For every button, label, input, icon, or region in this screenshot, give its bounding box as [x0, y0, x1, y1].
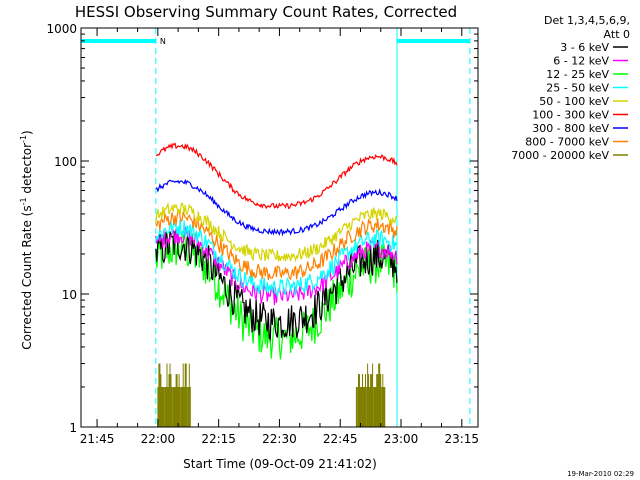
y-tick-label-0: 1 — [69, 421, 77, 435]
series-line-8 — [157, 363, 386, 427]
series-line-3 — [155, 218, 398, 299]
y-tick-label-1: 10 — [62, 288, 77, 302]
x-axis-label: Start Time (09-Oct-09 21:41:02) — [183, 457, 377, 471]
legend-label-3: 25 - 50 keV — [546, 82, 609, 95]
night-flag-label: N — [160, 37, 166, 46]
x-tick-label-4: 22:45 — [323, 432, 358, 446]
x-tick-label-6: 23:15 — [444, 432, 479, 446]
legend-header-line-2: Att 0 — [604, 28, 630, 41]
legend-label-8: 7000 - 20000 keV — [511, 149, 609, 162]
y-tick-label-2: 100 — [54, 155, 77, 169]
legend-label-1: 6 - 12 keV — [553, 55, 609, 68]
series-line-5 — [155, 142, 398, 210]
x-tick-label-2: 22:15 — [201, 432, 236, 446]
x-tick-label-1: 22:00 — [141, 432, 176, 446]
legend-header-line-1: Det 1,3,4,5,6,9, — [544, 14, 630, 27]
x-tick-label-3: 22:30 — [262, 432, 297, 446]
x-tick-label-5: 23:00 — [384, 432, 419, 446]
timestamp: 19-Mar-2010 02:29 — [567, 470, 634, 478]
y-axis-label: Corrected Count Rate (s-1 detector-1) — [19, 130, 34, 349]
series-line-7 — [155, 208, 398, 281]
x-tick-label-0: 21:45 — [80, 432, 115, 446]
axis-layer: 21:45 22:00 22:15 22:30 22:45 23:00 23:15 1 10 10… — [46, 22, 479, 446]
legend-label-6: 300 - 800 keV — [532, 122, 609, 135]
legend-label-7: 800 - 7000 keV — [525, 136, 609, 149]
legend-label-0: 3 - 6 keV — [560, 41, 609, 54]
series-layer — [155, 142, 398, 427]
y-tick-label-3: 1000 — [46, 22, 77, 36]
series-line-4 — [155, 202, 398, 263]
legend-label-5: 100 - 300 keV — [532, 109, 609, 122]
chart-title: HESSI Observing Summary Count Rates, Cor… — [75, 3, 457, 21]
legend-label-4: 50 - 100 keV — [539, 95, 609, 108]
series-line-6 — [155, 178, 398, 237]
legend-label-2: 12 - 25 keV — [546, 68, 609, 81]
